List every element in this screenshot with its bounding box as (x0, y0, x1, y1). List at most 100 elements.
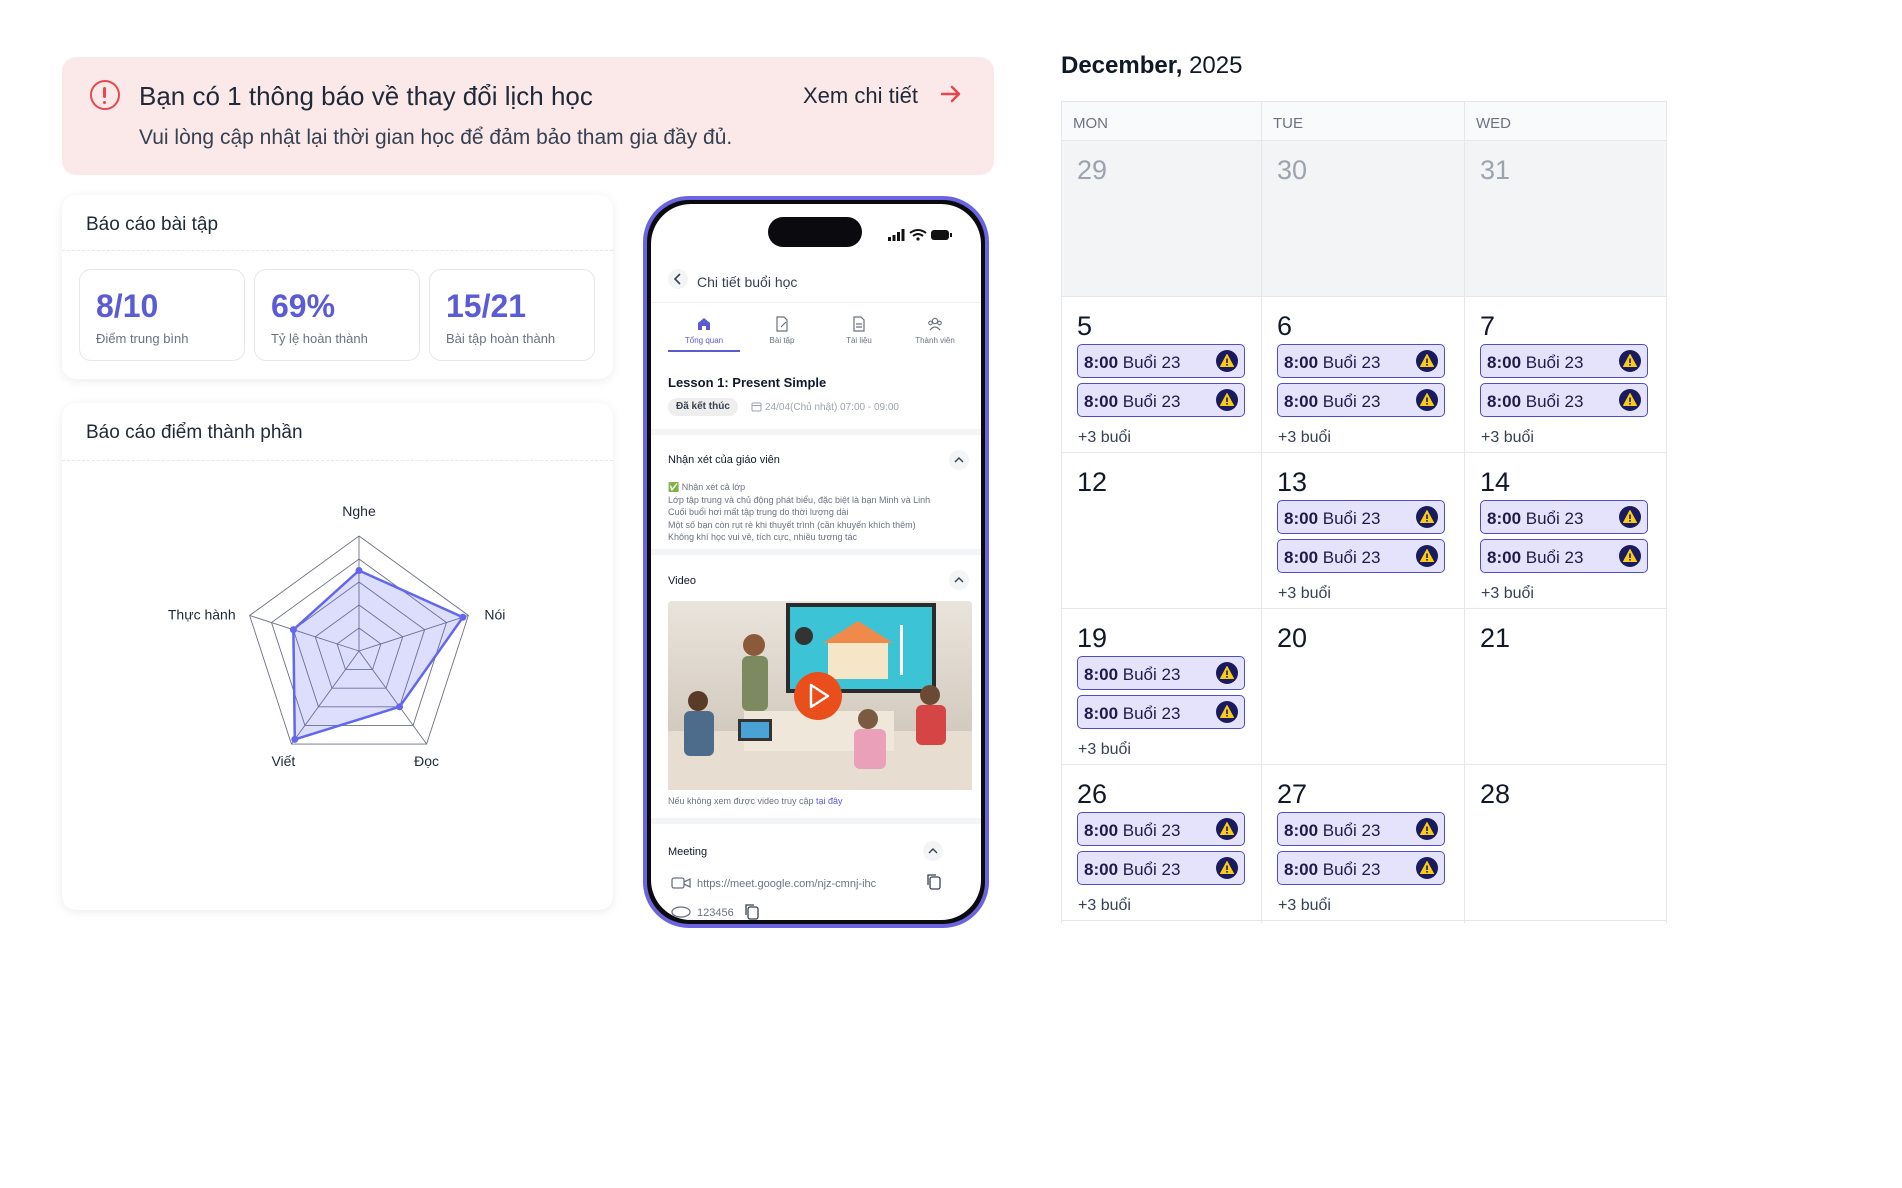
copy-icon[interactable] (927, 874, 941, 890)
event-text: 8:00 Buổi 23 (1284, 353, 1380, 373)
calendar-day-cell[interactable]: 26 8:00 Buổi 23 8:00 Buổi 23 +3 buổi (1062, 765, 1261, 921)
event-text: 8:00 Buổi 23 (1284, 860, 1380, 880)
event-time: 8:00 (1284, 860, 1319, 879)
day-header-label: TUE (1273, 115, 1303, 132)
calendar-day-cell[interactable]: 19 8:00 Buổi 23 8:00 Buổi 23 +3 buổi (1062, 609, 1261, 765)
warning-icon (1416, 818, 1438, 840)
tab-label: Bài tập (769, 336, 795, 345)
day-number: 14 (1480, 467, 1511, 497)
section-separator (651, 818, 981, 824)
calendar-day-cell[interactable]: 31 (1465, 141, 1666, 297)
day-number: 20 (1277, 623, 1308, 653)
event-chip[interactable]: 8:00 Buổi 23 (1077, 383, 1245, 417)
warning-icon (1216, 389, 1238, 411)
event-label: Buổi 23 (1118, 665, 1181, 684)
day-header: WED (1465, 101, 1666, 141)
calendar-title: December, 2025 (1061, 52, 1242, 80)
event-chip[interactable]: 8:00 Buổi 23 (1277, 500, 1445, 534)
event-time: 8:00 (1084, 704, 1119, 723)
calendar-day-cell[interactable]: 6 8:00 Buổi 23 8:00 Buổi 23 +3 buổi (1262, 297, 1464, 453)
collapse-icon[interactable] (922, 840, 944, 862)
tab-documents[interactable]: Tài liệu (823, 312, 895, 352)
event-chip[interactable]: 8:00 Buổi 23 (1077, 656, 1245, 690)
calendar-day-cell[interactable]: 29 (1062, 141, 1261, 297)
more-events-link[interactable]: +3 buổi (1481, 429, 1534, 446)
view-details-link[interactable]: Xem chi tiết (803, 83, 918, 108)
document-icon (853, 316, 865, 332)
radar-grid-ring (270, 558, 448, 726)
event-time: 8:00 (1284, 353, 1319, 372)
event-chip[interactable]: 8:00 Buổi 23 (1077, 344, 1245, 378)
screen-title: Chi tiết buổi học (697, 274, 798, 290)
calendar-day-cell[interactable]: 5 8:00 Buổi 23 8:00 Buổi 23 +3 buổi (1062, 297, 1261, 453)
day-number: 12 (1077, 467, 1108, 497)
calendar-day-cell[interactable]: 27 8:00 Buổi 23 8:00 Buổi 23 +3 buổi (1262, 765, 1464, 921)
more-events-link[interactable]: +3 buổi (1278, 429, 1331, 446)
event-chip[interactable]: 8:00 Buổi 23 (1077, 812, 1245, 846)
meeting-title: Meeting (668, 846, 708, 858)
event-chip[interactable]: 8:00 Buổi 23 (1277, 851, 1445, 885)
event-chip[interactable]: 8:00 Buổi 23 (1480, 500, 1648, 534)
calendar-day-cell[interactable]: 12 (1062, 453, 1261, 609)
calendar-day-cell[interactable]: 21 (1465, 609, 1666, 765)
event-chip[interactable]: 8:00 Buổi 23 (1480, 344, 1648, 378)
video-alt-link[interactable]: tại đây (816, 796, 843, 806)
more-events-link[interactable]: +3 buổi (1078, 897, 1131, 914)
event-chip[interactable]: 8:00 Buổi 23 (1077, 851, 1245, 885)
video-title: Video (668, 575, 696, 587)
more-events-link[interactable]: +3 buổi (1078, 741, 1131, 758)
event-text: 8:00 Buổi 23 (1084, 821, 1180, 841)
more-events-link[interactable]: +3 buổi (1078, 429, 1131, 446)
calendar-day-cell[interactable]: 30 (1262, 141, 1464, 297)
lesson-schedule: 24/04(Chủ nhật) 07:00 - 09:00 (765, 402, 899, 413)
event-text: 8:00 Buổi 23 (1284, 392, 1380, 412)
calendar-icon (751, 402, 762, 412)
calendar-day-cell[interactable]: 14 8:00 Buổi 23 8:00 Buổi 23 +3 buổi (1465, 453, 1666, 609)
event-text: 8:00 Buổi 23 (1284, 821, 1380, 841)
event-text: 8:00 Buổi 23 (1084, 392, 1180, 412)
calendar-day-cell[interactable]: 13 8:00 Buổi 23 8:00 Buổi 23 +3 buổi (1262, 453, 1464, 609)
calendar-day-cell[interactable]: 28 (1465, 765, 1666, 921)
comment-line: Không khí học vui vẻ, tích cực, nhiều tư… (668, 532, 858, 542)
tab-label: Thành viên (915, 336, 955, 345)
event-chip[interactable]: 8:00 Buổi 23 (1077, 695, 1245, 729)
arrow-right-icon[interactable] (939, 81, 963, 107)
event-text: 8:00 Buổi 23 (1487, 392, 1583, 412)
calendar-month: December, (1061, 52, 1183, 79)
more-events-link[interactable]: +3 buổi (1278, 897, 1331, 914)
calendar-day-cell[interactable]: 7 8:00 Buổi 23 8:00 Buổi 23 +3 buổi (1465, 297, 1666, 453)
collapse-icon[interactable] (948, 449, 970, 471)
collapse-icon[interactable] (948, 569, 970, 591)
radar-grid-ring (292, 581, 426, 708)
back-icon[interactable] (667, 268, 689, 290)
more-events-link[interactable]: +3 buổi (1278, 585, 1331, 602)
calendar-day-cell[interactable]: 20 (1262, 609, 1464, 765)
more-events-link[interactable]: +3 buổi (1481, 585, 1534, 602)
home-icon (698, 318, 710, 330)
event-time: 8:00 (1487, 548, 1522, 567)
event-chip[interactable]: 8:00 Buổi 23 (1277, 812, 1445, 846)
stat-average-score: 8/10 Điểm trung bình (79, 269, 245, 361)
tab-overview[interactable]: Tổng quan (668, 312, 740, 352)
event-chip[interactable]: 8:00 Buổi 23 (1277, 539, 1445, 573)
meeting-url[interactable]: https://meet.google.com/njz-cmnj-ihc (697, 878, 877, 890)
event-chip[interactable]: 8:00 Buổi 23 (1277, 344, 1445, 378)
video-player[interactable] (668, 601, 972, 790)
warning-icon (1619, 545, 1641, 567)
day-number: 13 (1277, 467, 1308, 497)
teacher-comment-body: ✅ Nhận xét cả lớp Lớp tập trung và chủ đ… (668, 481, 973, 544)
skill-report-card: Báo cáo điểm thành phần Nghe Nói Đọc Viết Th… (62, 403, 613, 910)
tab-members[interactable]: Thành viên (899, 312, 971, 352)
day-number: 30 (1277, 155, 1308, 185)
copy-icon[interactable] (745, 904, 759, 920)
event-text: 8:00 Buổi 23 (1487, 548, 1583, 568)
event-chip[interactable]: 8:00 Buổi 23 (1480, 383, 1648, 417)
radar-axis-label: Nói (484, 606, 505, 622)
day-number: 7 (1480, 311, 1496, 341)
comment-line: ✅ Nhận xét cả lớp (668, 482, 746, 492)
event-chip[interactable]: 8:00 Buổi 23 (1277, 383, 1445, 417)
stat-label: Điểm trung bình (96, 331, 189, 346)
event-chip[interactable]: 8:00 Buổi 23 (1480, 539, 1648, 573)
tab-exercises[interactable]: Bài tập (746, 312, 818, 352)
event-label: Buổi 23 (1318, 509, 1381, 528)
